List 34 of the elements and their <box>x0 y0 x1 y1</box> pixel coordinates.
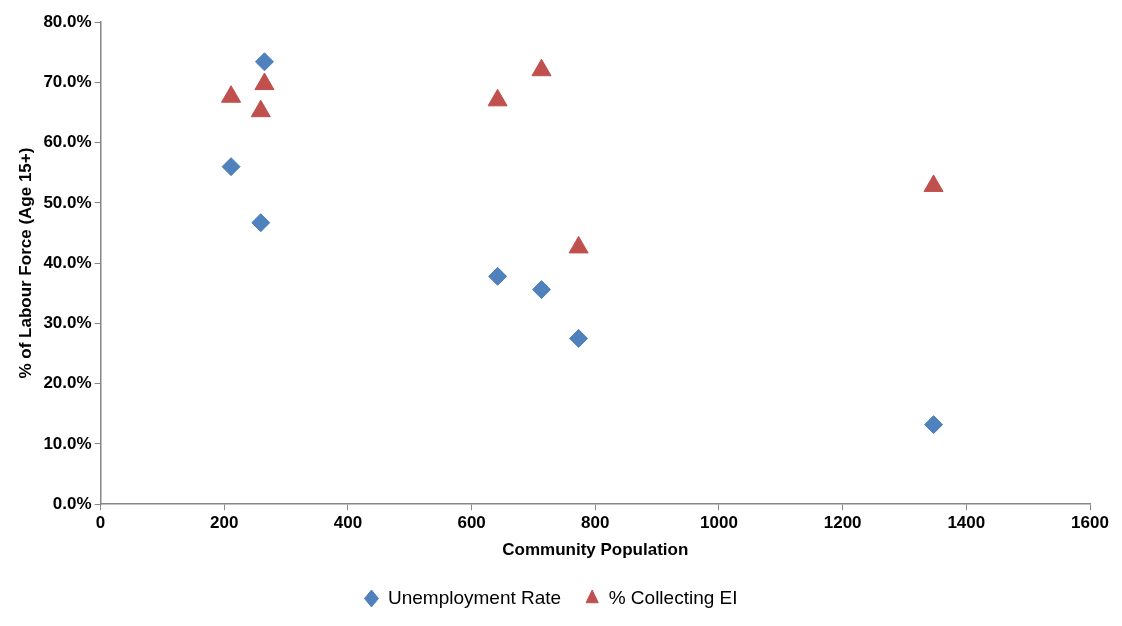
legend-label: Unemployment Rate <box>387 586 562 608</box>
point <box>254 72 275 91</box>
x-tick-label: 1400 <box>947 513 986 533</box>
point <box>488 266 508 286</box>
point <box>924 415 944 435</box>
y-tick-label: 60.0% <box>43 132 92 152</box>
point <box>569 328 589 348</box>
point <box>531 58 552 77</box>
x-tick-label: 200 <box>210 513 239 533</box>
x-axis-title: Community Population <box>502 540 689 560</box>
point <box>923 174 944 192</box>
y-axis-title: % of Labour Force (Age 15+) <box>15 147 35 379</box>
point <box>250 99 271 118</box>
point <box>568 235 589 254</box>
y-tick-label: 50.0% <box>43 192 92 212</box>
x-tick-label: 0 <box>95 513 106 533</box>
y-tick-label: 0.0% <box>52 493 92 513</box>
x-tick-label: 400 <box>333 513 363 533</box>
y-tick-label: 80.0% <box>43 11 92 31</box>
y-tick-label: 30.0% <box>43 313 92 333</box>
x-tick-label: 1600 <box>1071 513 1109 533</box>
y-tick-label: 70.0% <box>43 71 92 91</box>
point <box>221 85 242 103</box>
x-tick-label: 800 <box>581 513 610 533</box>
y-tick-label: 40.0% <box>43 252 92 272</box>
y-tick-label: 20.0% <box>43 373 92 393</box>
x-tick-label: 1000 <box>700 513 738 533</box>
point <box>251 213 271 233</box>
x-tick-label: 600 <box>457 513 486 533</box>
y-tick-label: 10.0% <box>43 433 92 453</box>
x-tick-label: 1200 <box>823 513 862 533</box>
legend-label: % Collecting EI <box>608 586 738 608</box>
point <box>532 280 551 300</box>
point <box>487 88 508 107</box>
